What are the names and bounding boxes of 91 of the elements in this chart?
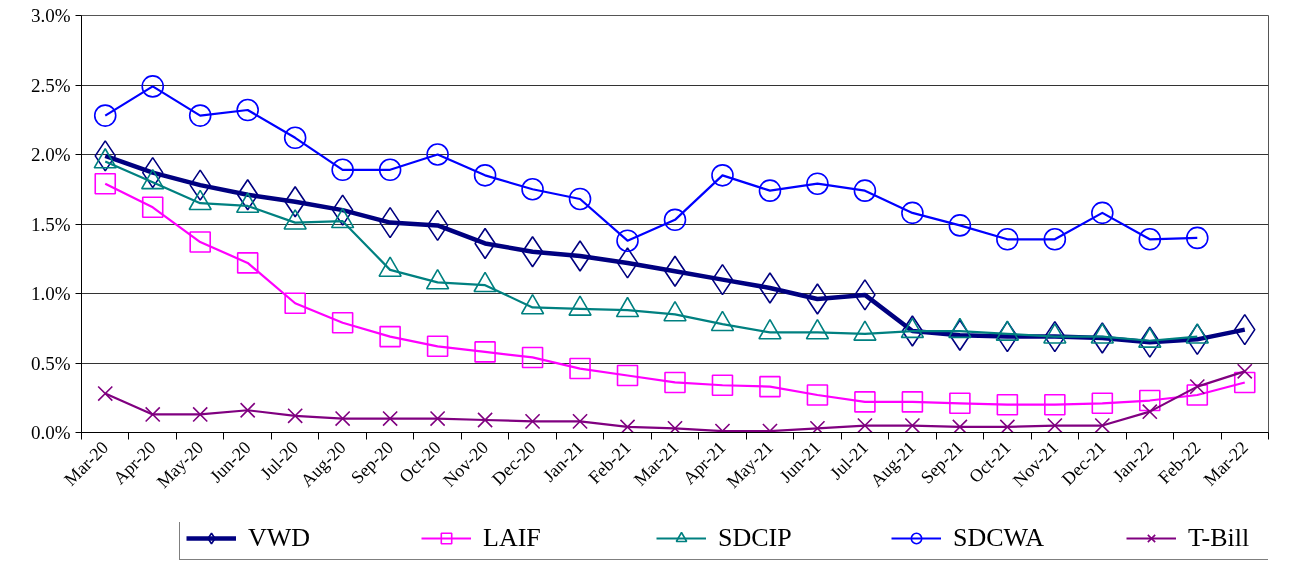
point [1236, 363, 1253, 380]
point [806, 283, 829, 315]
point [188, 104, 212, 127]
point [236, 252, 259, 274]
point [284, 292, 306, 315]
point [711, 374, 734, 397]
point [331, 158, 354, 182]
point [996, 393, 1019, 416]
point [379, 325, 401, 348]
y-tick-label: 2.5% [30, 74, 71, 96]
point [952, 419, 968, 433]
legend-label: T-Bill [1188, 523, 1251, 553]
point [521, 346, 544, 369]
point [236, 179, 259, 211]
point [426, 143, 449, 166]
point [663, 208, 687, 232]
point [569, 357, 591, 380]
point [521, 177, 544, 201]
point [144, 406, 161, 423]
point [901, 201, 924, 225]
y-tick-label: 2.0% [30, 144, 71, 165]
point [857, 417, 873, 433]
point [572, 413, 588, 430]
point [806, 384, 829, 406]
point [1094, 417, 1111, 433]
point [664, 371, 686, 394]
point [901, 315, 924, 347]
point [667, 420, 683, 433]
point [1091, 322, 1114, 354]
point [93, 104, 117, 127]
point [619, 419, 636, 433]
point [759, 375, 781, 398]
point [331, 194, 354, 226]
point [616, 247, 639, 279]
point [524, 413, 541, 430]
point [999, 419, 1016, 433]
point [382, 410, 398, 427]
point [1138, 228, 1162, 251]
point [568, 187, 592, 211]
legend-label: LAIF [483, 523, 542, 553]
point [236, 98, 259, 122]
point [334, 410, 351, 427]
point [711, 164, 734, 187]
point [1043, 228, 1067, 251]
point [1091, 392, 1114, 415]
point [901, 391, 924, 413]
point [1186, 384, 1209, 406]
point [477, 412, 493, 428]
point [473, 164, 497, 187]
point [331, 311, 354, 334]
point [97, 385, 114, 402]
legend-label: VWD [248, 523, 312, 553]
point [616, 229, 639, 252]
point [758, 179, 782, 202]
point [854, 391, 876, 413]
point [474, 341, 496, 363]
legend-label: SDCIP [718, 523, 793, 553]
point [283, 126, 307, 150]
point [141, 196, 164, 219]
point [948, 214, 972, 237]
point [94, 172, 117, 195]
y-tick-label: 0.0% [30, 422, 71, 443]
point [1044, 393, 1066, 416]
point [141, 75, 165, 98]
legend-label: SDCWA [953, 523, 1045, 553]
point [1141, 403, 1158, 420]
point [239, 402, 256, 419]
point [189, 231, 211, 253]
point [949, 392, 971, 415]
y-tick-label: 1.5% [30, 213, 71, 235]
point [1233, 371, 1256, 394]
point [287, 407, 304, 424]
point [1091, 201, 1114, 225]
point [192, 406, 209, 423]
point [853, 179, 877, 202]
point [94, 140, 117, 172]
point [521, 236, 544, 268]
y-tick-label: 3.0% [30, 5, 71, 26]
point [378, 158, 402, 182]
point [1185, 226, 1209, 250]
point [806, 172, 829, 195]
point [426, 335, 449, 358]
point [1139, 389, 1161, 412]
point [996, 228, 1019, 251]
point [809, 420, 826, 433]
y-tick-label: 1.0% [30, 283, 71, 304]
point [904, 417, 921, 433]
point [616, 364, 639, 387]
point [1046, 417, 1063, 433]
y-tick-label: 0.5% [30, 352, 71, 374]
point [429, 410, 446, 427]
